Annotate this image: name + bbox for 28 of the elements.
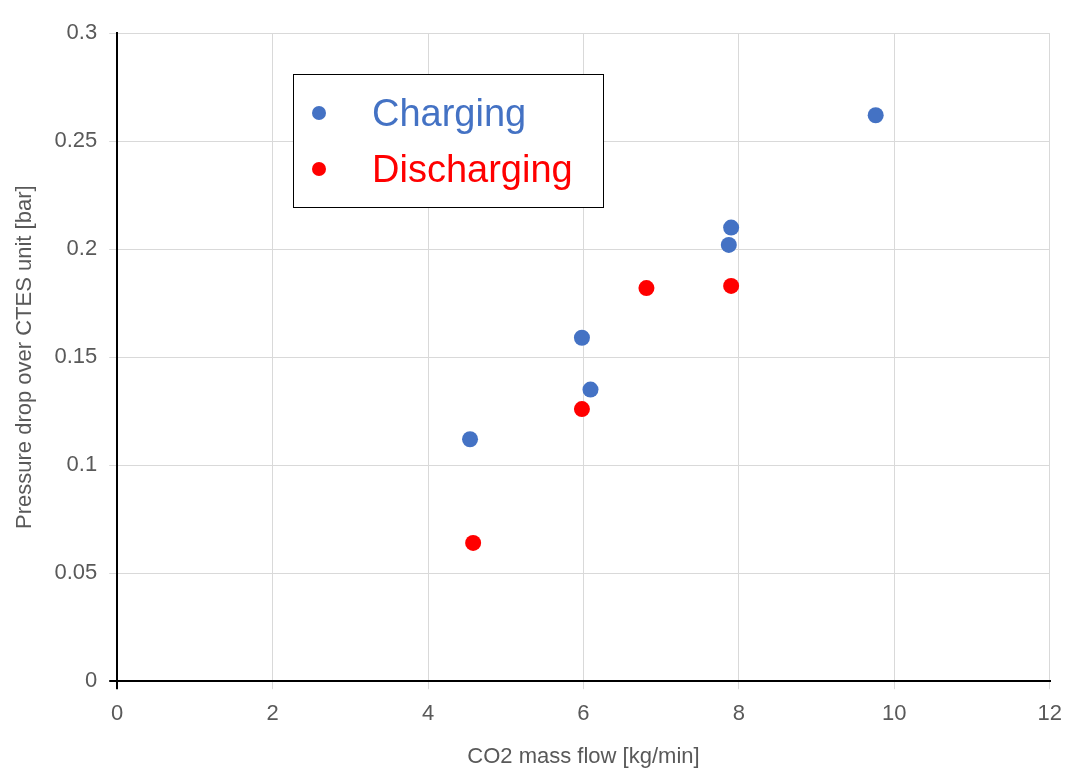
y-tick-label: 0.25: [54, 127, 98, 153]
legend-label: Discharging: [372, 147, 573, 191]
y-tick-label: 0.1: [66, 451, 98, 477]
point: [723, 277, 740, 294]
point: [867, 107, 884, 124]
x-tick-label: 2: [266, 700, 279, 726]
legend-label: Charging: [372, 91, 527, 135]
y-tick-label: 0: [84, 667, 98, 693]
x-tick-label: 12: [1037, 700, 1063, 726]
x-tick-label: 4: [421, 700, 435, 726]
point: [720, 236, 737, 253]
x-tick-label: 0: [111, 700, 124, 726]
x-axis-title: CO2 mass flow [kg/min]: [467, 742, 700, 768]
x-tick-label: 6: [577, 700, 590, 726]
y-axis-title: Pressure drop over CTES unit [bar]: [11, 185, 37, 529]
y-tick-label: 0.3: [66, 19, 98, 45]
point: [723, 219, 740, 236]
point: [573, 401, 590, 418]
y-tick-label: 0.05: [54, 559, 98, 585]
point: [638, 280, 655, 297]
y-tick-label: 0.2: [66, 235, 98, 261]
point: [582, 381, 599, 398]
point: [462, 431, 479, 448]
point: [465, 534, 482, 551]
x-tick-label: 10: [882, 700, 907, 726]
y-tick-label: 0.15: [54, 343, 98, 369]
x-tick-label: 8: [732, 700, 746, 726]
point: [573, 329, 590, 346]
